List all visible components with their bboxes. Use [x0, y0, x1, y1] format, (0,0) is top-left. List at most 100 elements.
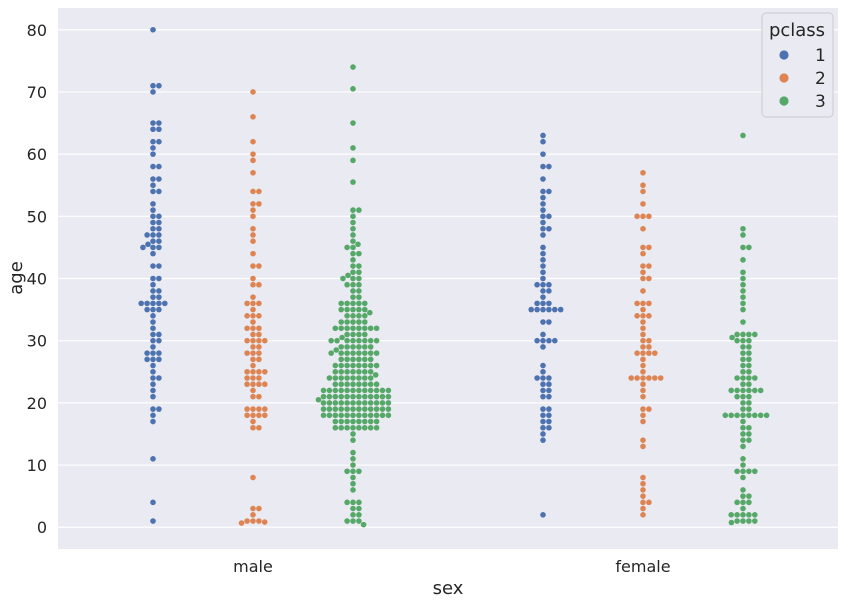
data-point: [350, 281, 356, 288]
data-point: [728, 387, 734, 394]
data-point: [362, 325, 368, 332]
data-point: [740, 306, 746, 313]
legend-label: 2: [815, 69, 826, 89]
data-point: [338, 406, 345, 412]
data-point: [345, 272, 351, 279]
data-point: [250, 306, 256, 313]
data-point: [350, 480, 356, 487]
data-point: [250, 188, 256, 195]
data-point: [250, 207, 256, 213]
data-point: [344, 375, 350, 381]
data-point: [362, 331, 368, 338]
data-point: [150, 213, 156, 220]
data-point: [150, 120, 156, 126]
y-tick-label: 30: [27, 332, 47, 351]
data-point: [367, 400, 374, 406]
data-point: [356, 319, 362, 325]
data-point: [546, 406, 552, 412]
data-point: [640, 480, 646, 487]
data-point: [540, 331, 546, 338]
data-point: [746, 406, 752, 412]
y-tick-label: 80: [27, 21, 47, 40]
data-point: [546, 163, 552, 170]
data-point: [746, 437, 752, 443]
data-point: [350, 418, 356, 425]
data-point: [250, 250, 256, 257]
data-point: [350, 294, 356, 300]
data-point: [350, 232, 356, 238]
data-point: [250, 406, 256, 412]
data-point: [356, 337, 362, 344]
legend: pclass 1 2 3: [761, 12, 834, 118]
data-point: [640, 499, 646, 506]
data-point: [150, 393, 156, 400]
data-point: [250, 344, 256, 350]
data-point: [339, 334, 345, 341]
data-point: [150, 182, 156, 189]
data-point: [350, 381, 356, 388]
data-point: [332, 393, 339, 400]
data-point: [350, 337, 356, 344]
data-point: [350, 350, 356, 356]
data-point: [355, 241, 361, 248]
data-point: [740, 344, 746, 350]
legend-marker: [779, 50, 789, 60]
data-point: [746, 468, 752, 475]
data-point: [356, 300, 362, 307]
data-point: [640, 244, 646, 251]
data-point: [156, 238, 162, 244]
data-point: [150, 263, 156, 269]
data-point: [140, 244, 146, 251]
data-point: [344, 400, 350, 406]
data-point: [367, 325, 374, 332]
data-point: [150, 238, 156, 244]
data-point: [332, 424, 339, 431]
data-point: [150, 82, 156, 89]
data-point: [256, 424, 262, 431]
data-point: [156, 375, 162, 381]
data-point: [150, 300, 156, 307]
data-point: [740, 288, 746, 294]
data-point: [144, 300, 150, 307]
data-point: [367, 418, 374, 425]
data-point: [540, 381, 546, 388]
data-point: [740, 462, 746, 468]
data-point: [344, 362, 350, 369]
data-point: [546, 188, 552, 195]
data-point: [156, 306, 162, 313]
data-point: [356, 368, 362, 375]
data-point: [262, 406, 268, 412]
data-point: [740, 132, 746, 139]
data-point: [356, 275, 362, 282]
data-point: [640, 512, 646, 518]
data-point: [250, 412, 256, 419]
data-point: [250, 263, 256, 269]
data-point: [752, 412, 758, 419]
data-point: [150, 225, 156, 232]
data-point: [150, 275, 156, 282]
data-point: [350, 474, 356, 481]
x-axis-label: sex: [433, 578, 464, 599]
data-point: [344, 281, 350, 288]
data-point: [740, 474, 746, 481]
data-point: [640, 443, 646, 450]
data-point: [350, 319, 356, 325]
data-point: [250, 300, 256, 307]
data-point: [344, 356, 350, 363]
data-point: [150, 288, 156, 294]
data-point: [634, 213, 640, 220]
data-point: [546, 412, 552, 419]
data-point: [250, 418, 256, 425]
data-point: [150, 294, 156, 300]
data-point: [332, 368, 339, 375]
data-point: [740, 387, 746, 394]
data-point: [740, 300, 746, 307]
data-point: [752, 387, 758, 394]
data-point: [156, 356, 162, 363]
data-point: [540, 138, 546, 145]
data-point: [250, 213, 256, 220]
data-point: [546, 375, 552, 381]
data-point: [244, 300, 250, 307]
data-point: [338, 418, 345, 425]
